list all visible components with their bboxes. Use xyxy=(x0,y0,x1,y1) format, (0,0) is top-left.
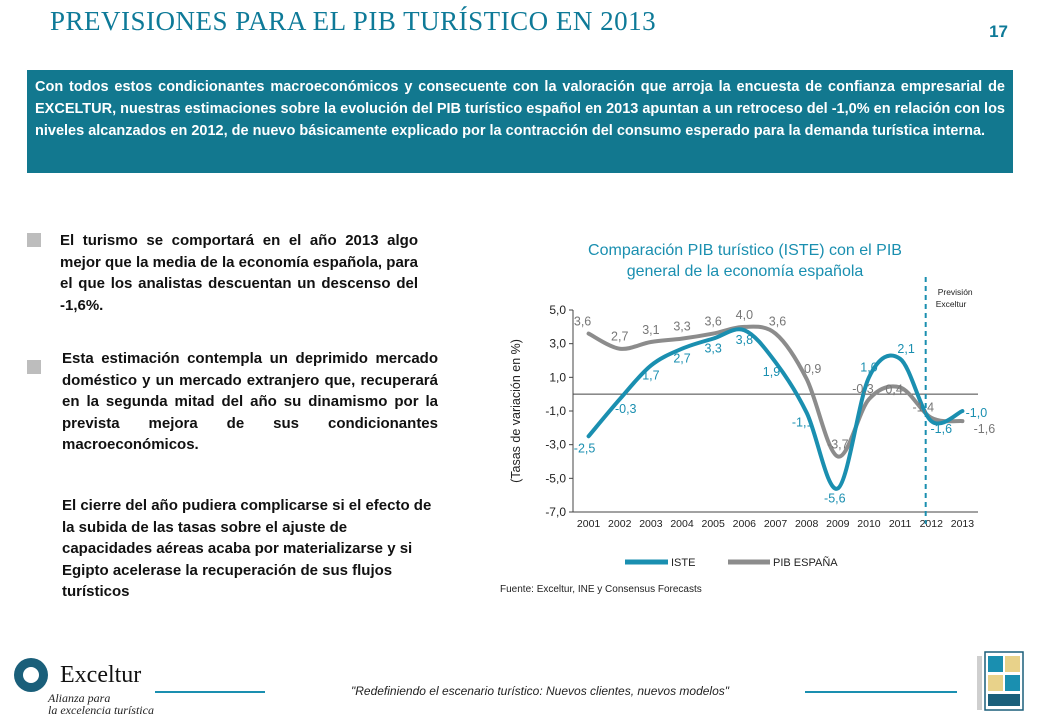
legend-label-pib: PIB ESPAÑA xyxy=(773,556,838,569)
x-tick-label: 2002 xyxy=(608,518,632,530)
logo-tagline-line2: la excelencia turística xyxy=(48,703,154,717)
x-tick-label: 2001 xyxy=(577,518,601,530)
y-tick-label: -1,0 xyxy=(545,404,566,418)
iste-series-line xyxy=(586,327,965,491)
bullet-marker xyxy=(27,360,41,374)
legend-label-iste: ISTE xyxy=(671,557,695,569)
logo-tagline: Alianza para la excelencia turística xyxy=(48,692,154,716)
chart-title: Comparación PIB turístico (ISTE) con el … xyxy=(555,240,935,282)
x-tick-label: 2012 xyxy=(920,518,944,530)
pib-data-label: 0,9 xyxy=(804,362,821,376)
x-tick-label: 2005 xyxy=(702,518,726,530)
association-seal-icon xyxy=(977,651,1024,711)
y-tick-label: 5,0 xyxy=(549,303,566,317)
pib-data-label: -1,6 xyxy=(974,422,996,436)
iste-data-label: 3,3 xyxy=(704,342,721,356)
page-number: 17 xyxy=(989,22,1008,41)
closing-paragraph: El cierre del año pudiera complicarse si… xyxy=(62,497,432,600)
chart-source: Fuente: Exceltur, INE y Consensus Foreca… xyxy=(500,584,702,595)
y-tick-label: 1,0 xyxy=(549,370,566,384)
x-tick-label: 2008 xyxy=(795,518,819,530)
pib-data-label: 3,6 xyxy=(769,315,786,329)
pib-data-label: -1,4 xyxy=(912,401,934,415)
forecast-label-line1: Previsión xyxy=(938,287,973,297)
y-tick-label: -7,0 xyxy=(545,505,566,519)
y-axis-label: (Tasas de variación en %) xyxy=(509,339,523,483)
bullet-paragraph-2: Esta estimación contempla un deprimido m… xyxy=(62,350,438,453)
y-tick-label: 3,0 xyxy=(549,337,566,351)
forecast-label-line2: Exceltur xyxy=(936,299,967,309)
iste-data-label: -1,6 xyxy=(930,422,952,436)
intro-box: Con todos estos condicionantes macroecon… xyxy=(27,70,1013,173)
iste-data-label: 1,7 xyxy=(642,369,659,383)
footer-divider-right xyxy=(805,691,957,693)
x-tick-label: 2010 xyxy=(857,518,881,530)
bullet-paragraph-1: El turismo se comportará en el año 2013 … xyxy=(60,232,418,314)
pib-data-label: 3,1 xyxy=(642,323,659,337)
iste-data-label: 1,9 xyxy=(763,365,780,379)
x-tick-label: 2011 xyxy=(889,518,912,530)
x-tick-label: 2013 xyxy=(951,518,975,530)
exceltur-emblem-icon xyxy=(14,658,48,692)
footer-divider-left xyxy=(155,691,265,693)
pib-data-label: -3,7 xyxy=(827,437,849,451)
pib-data-label: 3,3 xyxy=(673,320,690,334)
pib-data-label: -0,3 xyxy=(852,382,874,396)
chart-title-line1: Comparación PIB turístico (ISTE) con el … xyxy=(588,242,902,259)
iste-data-label: 2,7 xyxy=(673,352,690,366)
iste-data-label: -2,5 xyxy=(574,441,596,455)
pib-data-label: 2,7 xyxy=(611,330,628,344)
x-tick-label: 2009 xyxy=(826,518,850,530)
x-tick-label: 2004 xyxy=(670,518,694,530)
y-tick-label: -3,0 xyxy=(545,438,566,452)
iste-data-label: -1,0 xyxy=(966,406,988,420)
iste-data-label: -1,1 xyxy=(792,416,814,430)
y-tick-label: -5,0 xyxy=(545,471,566,485)
pib-data-label: 3,6 xyxy=(574,315,591,329)
iste-data-label: -5,6 xyxy=(824,491,846,505)
pib-series-line xyxy=(586,324,965,459)
exceltur-logo: Exceltur Alianza para la excelencia turí… xyxy=(12,654,162,716)
iste-data-label: -0,3 xyxy=(615,402,637,416)
page-title: PREVISIONES PARA EL PIB TURÍSTICO EN 201… xyxy=(50,6,657,36)
logo-tagline-line1: Alianza para xyxy=(48,691,111,705)
logo-name: Exceltur xyxy=(60,662,142,688)
pib-data-label: 3,6 xyxy=(704,315,721,329)
iste-data-label: 2,1 xyxy=(897,342,914,356)
iste-data-label: 1,0 xyxy=(860,360,877,374)
x-tick-label: 2006 xyxy=(733,518,757,530)
bullet-marker xyxy=(27,233,41,247)
pib-data-label: 4,0 xyxy=(736,308,753,322)
chart-title-line2: general de la economía española xyxy=(626,263,864,280)
pib-data-label: 0,4 xyxy=(885,382,902,396)
x-tick-label: 2007 xyxy=(764,518,788,530)
footer-tagline: "Redefiniendo el escenario turístico: Nu… xyxy=(350,684,730,698)
iste-data-label: 3,8 xyxy=(736,333,753,347)
x-tick-label: 2003 xyxy=(639,518,663,530)
